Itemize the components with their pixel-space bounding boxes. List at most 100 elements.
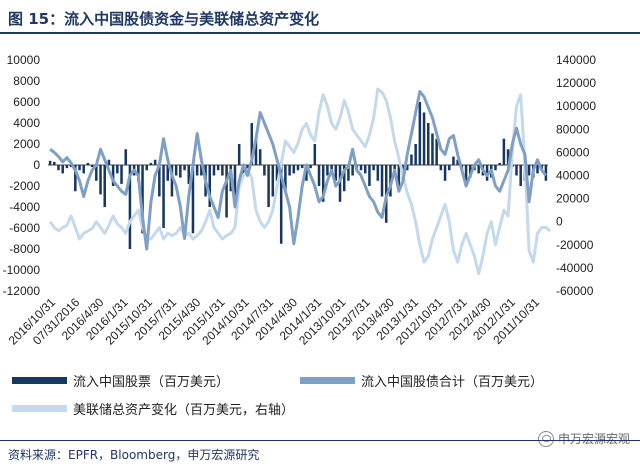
left-tick-label: -12000: [3, 284, 41, 298]
title-divider: [0, 32, 640, 34]
equity-bar: [338, 165, 342, 202]
equity-bar: [254, 138, 258, 165]
equity-bar: [313, 144, 317, 165]
equity-bar: [225, 165, 228, 218]
equity-bar: [116, 165, 119, 174]
x-axis-ticks: 2016/10/3107/31/20162016/4/302016/1/3120…: [6, 295, 543, 348]
legend-label-bond: 流入中国股债合计（百万美元）: [361, 374, 544, 390]
legend-label-fed: 美联储总资产变化（百万美元，右轴）: [73, 402, 295, 418]
left-tick-label: 4000: [13, 116, 40, 130]
equity-bar: [61, 165, 64, 174]
series-lines: [48, 87, 552, 276]
left-axis-ticks: 10000 8000 6000 4000 2000 0 -2000 -4000 -6000 -80…: [3, 53, 41, 298]
right-tick-label: -60000: [556, 284, 594, 298]
equity-bar: [477, 165, 480, 174]
equity-bar: [321, 165, 325, 202]
right-tick-label: 100000: [556, 99, 596, 113]
equity-bar: [376, 165, 380, 181]
right-tick-label: 140000: [556, 53, 596, 67]
equity-bar: [544, 165, 548, 181]
equity-bar: [78, 165, 81, 171]
left-tick-label: 8000: [13, 74, 40, 88]
legend-item-bond: 流入中国股债合计（百万美元）: [300, 370, 543, 390]
equity-bar: [279, 165, 283, 244]
left-tick-label: -4000: [9, 200, 40, 214]
equity-bar: [200, 165, 203, 176]
equity-bar: [267, 165, 270, 207]
equity-bar: [250, 123, 254, 165]
equity-bar: [158, 165, 161, 197]
equity-bar: [166, 165, 170, 181]
legend-swatch-equity: [12, 376, 67, 384]
equity-bar: [359, 165, 363, 171]
right-tick-label: -40000: [556, 261, 594, 275]
equity-bar: [120, 165, 123, 184]
equity-bar: [246, 165, 249, 171]
equity-bar: [439, 165, 443, 171]
left-tick-label: 10000: [7, 53, 41, 67]
equity-bar: [300, 165, 304, 169]
equity-bar: [145, 165, 148, 171]
equity-bar: [57, 165, 60, 171]
equity-bar: [405, 165, 409, 171]
wechat-icon: [537, 431, 554, 447]
equity-bar: [153, 159, 157, 165]
equity-bar: [149, 162, 153, 165]
right-tick-label: 80000: [556, 122, 590, 136]
equity-bar: [292, 165, 296, 174]
equity-bar: [221, 165, 224, 176]
equity-bar: [233, 165, 237, 197]
left-tick-label: -10000: [3, 263, 41, 277]
equity-bar: [99, 165, 102, 195]
equity-bar: [296, 165, 300, 171]
right-axis-ticks: 140000 120000 100000 80000 60000 40000 20000 0 -…: [556, 53, 596, 298]
equity-bar: [397, 165, 401, 192]
equity-bar: [443, 165, 447, 181]
equity-bar: [452, 156, 455, 165]
equity-bar: [195, 165, 199, 176]
equity-bar: [347, 165, 350, 181]
equity-bar: [179, 165, 182, 178]
source-note: 资料来源：EPFR，Bloomberg，申万宏源研究: [8, 448, 260, 462]
equity-bar: [111, 165, 115, 186]
equity-bar: [342, 165, 346, 192]
equity-bar: [95, 165, 98, 181]
equity-bar: [107, 159, 111, 165]
left-tick-label: -2000: [9, 179, 40, 193]
equity-bar: [351, 165, 354, 176]
legend-item-fed: 美联储总资产变化（百万美元，右轴）: [12, 398, 294, 418]
equity-bar: [464, 165, 468, 181]
equity-bar: [216, 165, 220, 171]
equity-bar: [435, 138, 438, 165]
right-tick-label: -20000: [556, 238, 594, 252]
equity-bar: [393, 165, 396, 171]
watermark-text: 申万宏源宏观: [557, 432, 630, 446]
equity-bar: [48, 160, 52, 165]
equity-bar: [506, 149, 510, 165]
fed-assets-line: [48, 87, 552, 276]
equity-bar: [309, 165, 312, 169]
equity-bar: [141, 165, 144, 234]
equity-bar: [330, 165, 333, 171]
equity-bar: [191, 165, 195, 234]
equity-bar: [69, 165, 73, 168]
equity-bar: [212, 165, 216, 176]
combo-chart: 1000080006000400020000-2000-4000-6000-80…: [3, 53, 597, 348]
equity-bar: [502, 138, 506, 165]
equity-bar: [208, 165, 212, 207]
equity-bar: [515, 165, 518, 176]
equity-bar: [271, 165, 275, 197]
equity-bar: [137, 165, 140, 181]
equity-bar: [334, 165, 338, 181]
right-tick-label: 20000: [556, 192, 590, 206]
right-tick-label: 40000: [556, 169, 590, 183]
equity-bar: [469, 165, 472, 178]
equity-bar: [431, 133, 434, 165]
left-tick-label: 2000: [13, 137, 40, 151]
equity-bar: [53, 161, 56, 165]
legend-swatch-fed: [12, 404, 67, 412]
equity-bar: [485, 165, 489, 181]
equity-bar: [368, 165, 371, 186]
equity-bar: [128, 165, 132, 249]
legend-item-equity: 流入中国股票（百万美元）: [12, 370, 229, 390]
